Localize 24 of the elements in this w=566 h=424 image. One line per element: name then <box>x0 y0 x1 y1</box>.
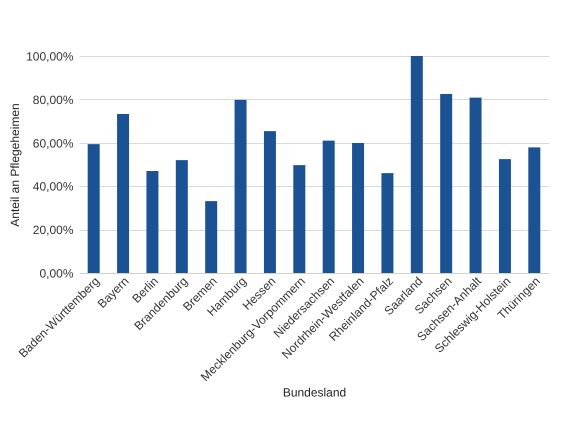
y-axis-title: Anteil an Pflegeheimen <box>8 103 22 227</box>
y-tick-label: 20,00% <box>32 223 74 238</box>
bar <box>117 114 130 273</box>
x-axis-title: Bundesland <box>282 385 346 400</box>
bar <box>234 100 247 273</box>
bar <box>264 131 276 273</box>
bar <box>176 160 188 273</box>
bar <box>322 140 335 273</box>
y-tick-label: 0,00% <box>39 266 74 280</box>
bar <box>498 159 511 273</box>
bar <box>352 143 364 273</box>
bar <box>410 56 423 273</box>
y-tick-label: 80,00% <box>32 92 74 107</box>
y-tick-label: 40,00% <box>32 180 74 194</box>
bar <box>470 98 482 273</box>
bar <box>528 147 540 273</box>
y-tick-label: 60,00% <box>32 136 74 150</box>
bar <box>293 165 306 273</box>
bar <box>440 94 452 273</box>
bar <box>146 171 158 273</box>
bar <box>88 144 100 273</box>
bar <box>205 201 218 273</box>
y-tick-label: 100,00% <box>26 50 74 64</box>
bar <box>381 173 394 273</box>
